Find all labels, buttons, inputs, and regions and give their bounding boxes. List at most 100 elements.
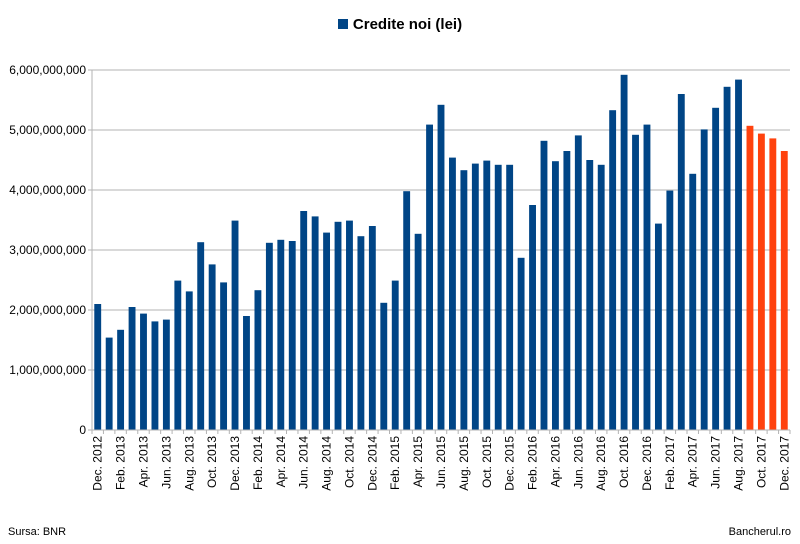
bar — [265, 242, 273, 430]
bar — [140, 313, 147, 430]
bar — [574, 135, 582, 430]
x-tick-label: Apr. 2016 — [548, 436, 562, 488]
x-tick-label: Apr. 2015 — [411, 436, 425, 488]
bar — [460, 170, 468, 430]
x-tick-label: Apr. 2017 — [686, 436, 700, 488]
bar — [449, 157, 456, 430]
bar — [735, 79, 742, 430]
bar — [723, 86, 731, 431]
x-tick-label: Dec. 2013 — [228, 436, 242, 491]
bar — [162, 319, 170, 430]
x-tick-label: Aug. 2013 — [182, 436, 196, 491]
bar — [117, 329, 125, 430]
bar — [185, 291, 193, 430]
bar — [174, 280, 182, 430]
bar — [677, 94, 685, 430]
y-tick-label: 5,000,000,000 — [9, 123, 86, 137]
bars — [94, 74, 788, 431]
bar — [609, 110, 617, 430]
bar — [620, 74, 628, 431]
bar — [380, 302, 388, 430]
bar — [780, 151, 788, 430]
y-tick-label: 4,000,000,000 — [9, 183, 86, 197]
y-tick-label: 1,000,000,000 — [9, 363, 86, 377]
bar — [632, 134, 639, 431]
bar — [403, 191, 411, 430]
bar — [288, 241, 296, 430]
x-tick-label: Dec. 2015 — [503, 436, 517, 491]
bar — [517, 257, 525, 430]
x-tick-label: Oct. 2014 — [342, 436, 356, 488]
bar — [666, 190, 674, 430]
bar — [540, 140, 548, 431]
x-tick-label: Feb. 2014 — [251, 436, 265, 490]
bar — [494, 164, 502, 431]
bar — [105, 337, 113, 430]
bar — [151, 321, 159, 430]
x-tick-label: Jun. 2016 — [571, 436, 585, 489]
legend-label: Credite noi (lei) — [352, 16, 463, 33]
bar — [643, 124, 651, 430]
bar — [311, 216, 319, 430]
y-tick-label: 6,000,000,000 — [9, 63, 86, 77]
x-tick-label: Dec. 2017 — [777, 436, 791, 491]
y-tick-label: 0 — [79, 423, 86, 437]
x-tick-label: Jun. 2014 — [297, 436, 311, 489]
x-axis: Dec. 2012 Feb. 2013 Apr. 2013 Jun. 2013 Aug.… — [91, 429, 791, 491]
source-note: Sursa: BNR — [8, 526, 67, 538]
bar — [654, 223, 662, 430]
bar — [300, 211, 308, 430]
bar — [368, 226, 376, 430]
x-tick-label: Aug. 2016 — [594, 436, 608, 491]
x-tick-label: Feb. 2015 — [388, 436, 402, 490]
x-tick-label: Oct. 2015 — [480, 436, 494, 488]
bar — [471, 163, 479, 430]
bar — [277, 239, 285, 430]
y-axis: 0 1,000,000,000 2,000,000,000 3,000,000,000… — [9, 63, 93, 437]
x-tick-label: Dec. 2016 — [640, 436, 654, 491]
bar — [208, 264, 216, 430]
bar — [323, 232, 331, 430]
bar — [243, 316, 250, 430]
bar — [128, 307, 136, 430]
y-tick-label: 2,000,000,000 — [9, 303, 86, 317]
bar — [769, 138, 777, 430]
y-tick-label: 3,000,000,000 — [9, 243, 86, 257]
x-tick-label: Feb. 2013 — [114, 436, 128, 490]
x-tick-label: Feb. 2017 — [663, 436, 677, 490]
bar — [357, 236, 365, 430]
x-tick-label: Jun. 2015 — [434, 436, 448, 489]
x-tick-label: Apr. 2014 — [274, 436, 288, 488]
x-tick-label: Oct. 2016 — [617, 436, 631, 488]
bar — [426, 124, 433, 430]
x-tick-label: Aug. 2017 — [732, 436, 746, 491]
x-tick-label: Feb. 2016 — [526, 436, 540, 490]
legend-swatch — [337, 19, 348, 30]
x-tick-label: Jun. 2017 — [709, 436, 723, 489]
x-tick-label: Aug. 2015 — [457, 436, 471, 491]
bar — [346, 220, 353, 430]
bar — [746, 125, 754, 431]
bar — [220, 282, 228, 430]
bar — [563, 151, 571, 430]
bar — [437, 104, 445, 431]
bar — [483, 160, 491, 430]
x-tick-label: Oct. 2017 — [754, 436, 768, 488]
x-tick-label: Aug. 2014 — [320, 436, 334, 491]
x-tick-label: Oct. 2013 — [205, 436, 219, 488]
bar — [334, 221, 342, 430]
bar — [94, 304, 102, 430]
bar — [197, 242, 205, 430]
x-tick-label: Jun. 2013 — [159, 436, 173, 489]
bar — [231, 220, 239, 430]
bar — [506, 164, 514, 431]
bar — [586, 160, 594, 430]
x-tick-label: Apr. 2013 — [136, 436, 150, 488]
chart-legend: Credite noi (lei) — [0, 16, 800, 33]
bar — [529, 205, 536, 430]
x-tick-label: Dec. 2012 — [91, 436, 105, 491]
brand-label: Bancherul.ro — [728, 526, 791, 538]
bar — [757, 133, 765, 430]
bar — [689, 173, 697, 431]
